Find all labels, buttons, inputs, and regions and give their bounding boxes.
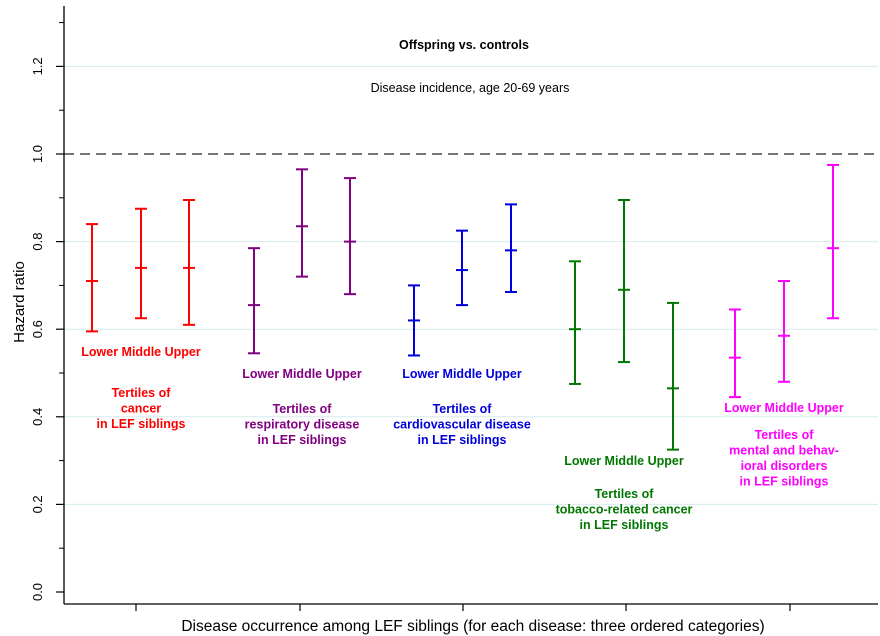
y-tick-label: 0.0 — [30, 583, 45, 601]
y-axis: 0.0 0.2 0.4 0.6 0.8 1.0 1.2 — [30, 22, 64, 601]
y-tick-label: 0.4 — [30, 408, 45, 426]
group-caption-line: Tertiles of — [433, 402, 493, 416]
group-caption-line: in LEF siblings — [418, 433, 507, 447]
group-caption-line: tobacco-related cancer — [556, 503, 693, 517]
disease-group: Lower Middle Upper Tertiles of cardiovascu… — [393, 203, 531, 447]
error-bar — [183, 198, 195, 326]
disease-group: Lower Middle Upper Tertiles of tobacco-rel… — [556, 198, 693, 532]
group-caption-line: mental and behav- — [729, 444, 839, 458]
group-caption-line: cardiovascular disease — [393, 418, 531, 432]
category-labels: Lower Middle Upper — [402, 367, 522, 381]
group-caption-line: ioral disorders — [741, 459, 828, 473]
error-bar — [456, 229, 468, 307]
error-bar — [248, 247, 260, 355]
group-caption-line: Tertiles of — [595, 487, 655, 501]
group-caption-line: in LEF siblings — [740, 475, 829, 489]
category-labels: Lower Middle Upper — [242, 367, 362, 381]
gridlines — [64, 65, 878, 505]
category-labels: Lower Middle Upper — [564, 454, 684, 468]
error-bar — [344, 177, 356, 296]
x-axis — [135, 604, 791, 611]
error-bar — [827, 163, 839, 320]
y-tick-label: 0.2 — [30, 495, 45, 513]
group-caption-line: in LEF siblings — [258, 433, 347, 447]
chart-subtitle: Disease incidence, age 20-69 years — [371, 81, 570, 95]
y-tick-label: 1.0 — [30, 145, 45, 163]
group-caption-line: Tertiles of — [112, 386, 172, 400]
error-bar — [729, 308, 741, 399]
group-caption-line: in LEF siblings — [580, 518, 669, 532]
group-caption-line: cancer — [121, 402, 161, 416]
group-caption-line: Tertiles of — [755, 428, 815, 442]
y-tick-label: 1.2 — [30, 57, 45, 75]
error-bar — [408, 284, 420, 357]
group-caption-line: Tertiles of — [273, 402, 333, 416]
chart-title: Offspring vs. controls — [399, 38, 529, 52]
error-bar — [569, 260, 581, 385]
error-bar — [667, 301, 679, 451]
category-labels: Lower Middle Upper — [724, 401, 844, 415]
y-axis-label: Hazard ratio — [11, 261, 28, 343]
y-tick-label: 0.6 — [30, 320, 45, 338]
error-bar — [618, 198, 630, 364]
y-tick-label: 0.8 — [30, 233, 45, 251]
disease-group: Lower Middle Upper Tertiles of respiratory… — [242, 168, 362, 447]
error-bar — [135, 207, 147, 320]
group-caption-line: respiratory disease — [245, 418, 360, 432]
error-bar — [505, 203, 517, 293]
disease-group: Lower Middle Upper Tertiles of mental and … — [724, 163, 844, 489]
category-labels: Lower Middle Upper — [81, 345, 201, 359]
error-bar — [778, 280, 790, 383]
x-axis-label: Disease occurrence among LEF siblings (f… — [181, 618, 764, 635]
error-bar — [296, 168, 308, 278]
error-bar — [86, 223, 98, 333]
group-caption-line: in LEF siblings — [97, 417, 186, 431]
